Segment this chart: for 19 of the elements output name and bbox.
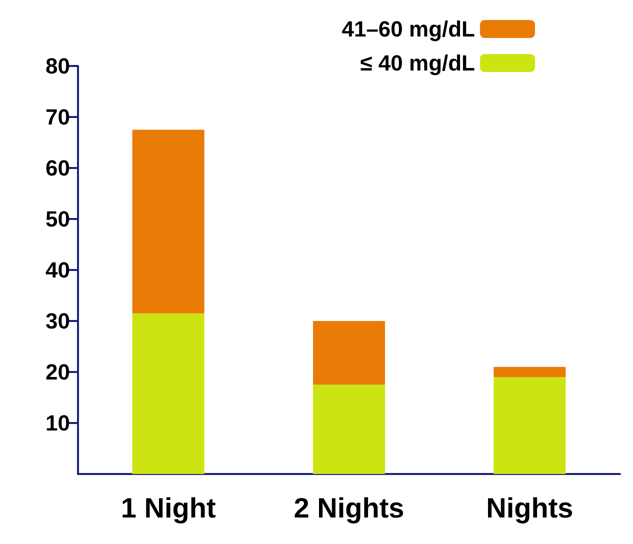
x-tick-label: Nights	[486, 492, 574, 524]
bar	[132, 313, 204, 474]
y-tick-label: 70	[46, 104, 70, 130]
bar	[494, 366, 566, 378]
y-tick-label: 10	[46, 410, 70, 436]
y-tick-label: 30	[46, 308, 70, 334]
legend-label: ≤ 40 mg/dL	[360, 50, 475, 76]
bar	[494, 377, 566, 474]
y-tick-label: 20	[46, 360, 70, 384]
y-tick-label: 50	[46, 206, 70, 232]
legend-label: 41–60 mg/dL	[342, 16, 475, 42]
bar	[313, 384, 385, 474]
y-tick-label: 40	[46, 258, 70, 282]
x-tick-label: 2 Nights	[294, 492, 404, 524]
x-tick-label: 1 Night	[120, 492, 216, 524]
bar	[313, 321, 385, 385]
y-tick-label: 60	[46, 156, 70, 180]
y-tick-label: 80	[46, 54, 70, 78]
bar	[132, 130, 204, 314]
